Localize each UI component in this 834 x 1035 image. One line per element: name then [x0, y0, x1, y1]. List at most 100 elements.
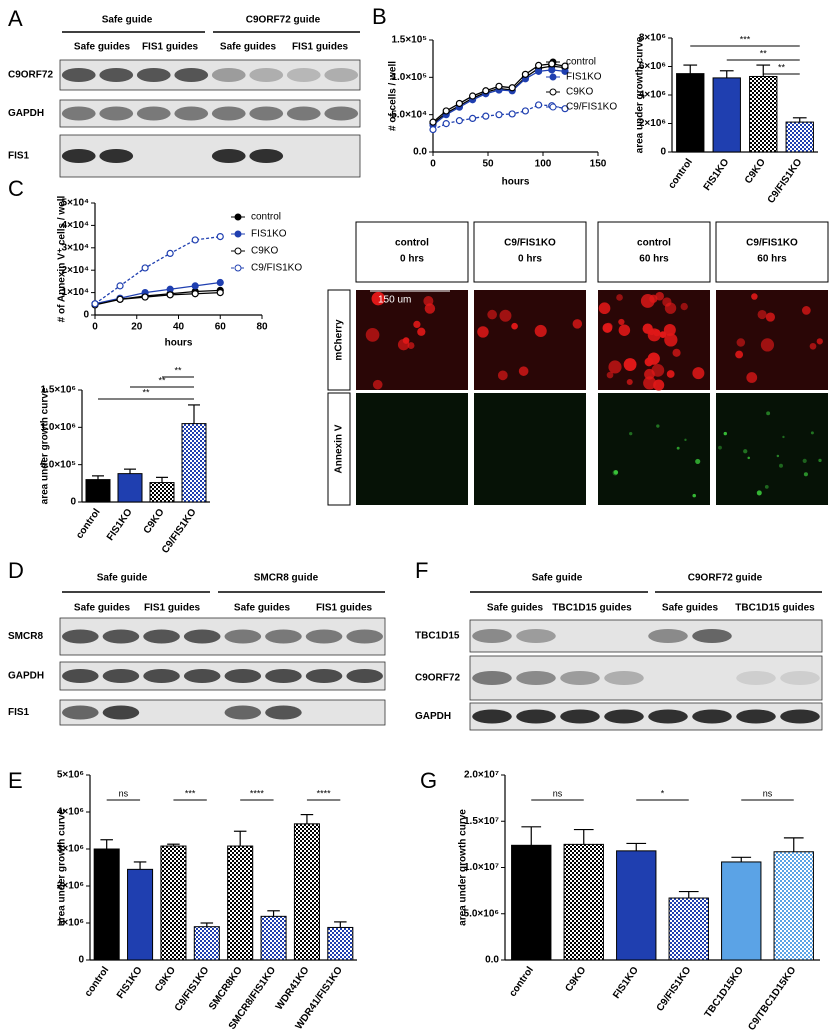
data-point — [521, 70, 530, 78]
cell — [747, 456, 751, 460]
bar — [149, 482, 175, 503]
significance-label: ** — [174, 365, 182, 375]
cell — [372, 379, 383, 390]
y-tick-label: 1×10⁴ — [62, 287, 90, 298]
y-tick-label: 5.0×10⁴ — [391, 109, 427, 120]
x-tick-label: C9KO — [563, 965, 588, 994]
x-tick-label: C9/FIS1KO — [766, 157, 805, 206]
x-tick-label: control — [507, 965, 536, 999]
panel-letter: G — [420, 768, 437, 793]
cell — [643, 376, 657, 390]
blot-band — [249, 68, 284, 82]
y-axis-label: # of cells / well — [388, 61, 399, 131]
blot-row-label: FIS1 — [8, 151, 30, 162]
blot-band — [286, 106, 321, 121]
y-tick-label: 1.0×10⁵ — [391, 72, 427, 83]
y-tick-label: 3×10⁴ — [62, 242, 90, 253]
cell — [684, 438, 687, 442]
significance-label: ** — [142, 387, 150, 397]
blot-header: SMCR8 guide — [254, 573, 319, 584]
legend-marker — [234, 247, 242, 255]
cell — [782, 435, 785, 439]
legend-marker — [234, 230, 242, 238]
cell — [766, 411, 771, 416]
y-axis-label: area under growth curve — [40, 387, 51, 504]
cell — [511, 322, 518, 330]
cell — [424, 303, 436, 314]
bar — [93, 848, 120, 961]
blot-header: Safe guide — [102, 15, 153, 26]
blot-subheader: Safe guides — [234, 603, 291, 614]
x-tick-label: 0 — [430, 159, 436, 170]
cell — [803, 472, 808, 477]
y-tick-label: 2×10⁴ — [62, 265, 90, 276]
data-point — [216, 278, 224, 287]
bar — [712, 77, 741, 153]
series-line — [94, 281, 221, 305]
row-label-box — [327, 392, 351, 506]
y-tick-label: 1×10⁶ — [57, 918, 84, 929]
row-label: Annexin V — [334, 424, 345, 473]
y-axis-label: area under growth curve — [458, 809, 469, 926]
cell — [413, 320, 421, 329]
cell — [695, 458, 701, 464]
blot-band — [174, 68, 209, 82]
blot-band — [305, 629, 343, 644]
column-header: control — [637, 238, 671, 249]
cell — [647, 352, 660, 365]
blot-band — [62, 705, 99, 720]
cell — [760, 338, 775, 352]
y-tick-label: 5×10⁶ — [57, 770, 84, 781]
bar — [181, 423, 207, 503]
data-point — [429, 126, 437, 134]
legend-marker — [234, 213, 242, 221]
bar — [511, 844, 552, 961]
blot-band — [692, 709, 732, 724]
y-tick-label: 1.5×10⁵ — [391, 35, 427, 46]
panel-letter: A — [8, 6, 23, 31]
data-point — [141, 293, 149, 301]
y-tick-label: 5×10⁴ — [62, 198, 90, 209]
y-tick-label: 1.0×10⁷ — [464, 862, 499, 873]
y-tick-label: 5.0×10⁵ — [40, 459, 76, 470]
blot-subheader: FIS1 guides — [292, 42, 349, 53]
cell — [656, 424, 660, 428]
blot-band — [99, 68, 134, 82]
blot-band — [211, 68, 246, 82]
cell — [776, 454, 780, 458]
significance-label: ** — [760, 48, 768, 58]
micrograph — [716, 393, 828, 505]
data-point — [429, 118, 437, 126]
data-point — [469, 92, 477, 100]
micrograph — [356, 393, 468, 505]
data-point — [482, 112, 490, 120]
blot-band — [102, 705, 140, 720]
blot-band — [780, 709, 820, 724]
blot-band — [736, 709, 776, 724]
data-point — [116, 282, 124, 290]
micrograph — [598, 393, 710, 505]
bar — [676, 73, 705, 153]
blot-band — [224, 669, 262, 683]
column-header: C9/FIS1KO — [746, 238, 798, 249]
y-tick-label: 5.0×10⁶ — [464, 908, 499, 919]
significance-label: ns — [763, 788, 773, 798]
bar — [721, 861, 762, 961]
bar — [260, 915, 287, 961]
data-point — [508, 84, 516, 92]
legend-label: control — [251, 212, 281, 223]
blot-subheader: Safe guides — [220, 42, 277, 53]
blot-subheader: Safe guides — [74, 42, 131, 53]
data-point — [116, 295, 124, 303]
series-line — [94, 291, 221, 306]
cell — [676, 446, 680, 450]
y-tick-label: 1.5×10⁷ — [464, 816, 499, 827]
micrograph — [474, 393, 586, 505]
y-tick-label: 0 — [83, 310, 89, 321]
cell — [608, 360, 622, 374]
data-point — [166, 291, 174, 299]
data-point — [455, 117, 463, 125]
cell — [692, 367, 705, 380]
data-point — [141, 264, 149, 272]
blot-band — [211, 149, 246, 163]
